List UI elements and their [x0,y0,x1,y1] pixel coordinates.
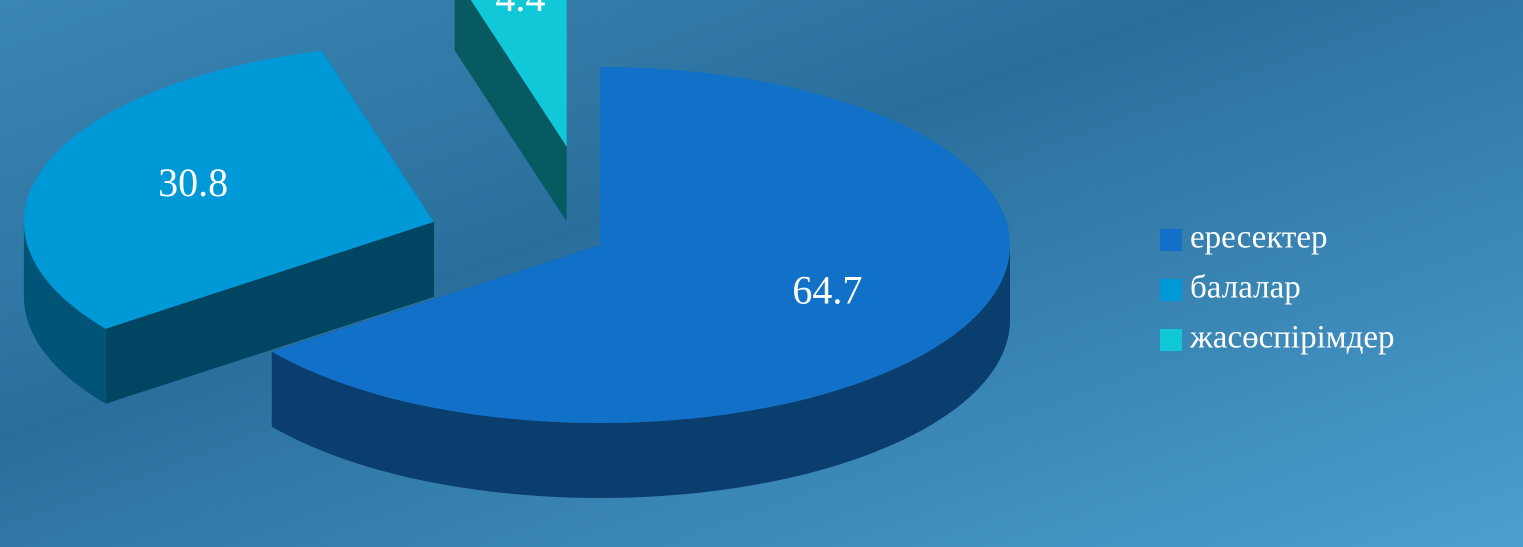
slice [24,50,434,329]
data-label: 64.7 [792,268,862,313]
slice-cut-face [454,0,567,222]
legend-swatch [1160,229,1182,251]
slice-side [23,221,106,404]
legend-label: жасөспірімдер [1189,320,1395,356]
slice-side [271,245,1010,498]
legend-swatch [1160,329,1182,351]
data-label: 30.8 [158,160,228,205]
slice [271,67,1010,423]
legend-label: балалар [1190,270,1301,306]
slice-cut-face [105,221,434,404]
legend-swatch [1160,279,1182,301]
slice [470,0,567,147]
data-label: 4.4 [495,0,545,20]
legend-label: ересектер [1190,220,1327,256]
